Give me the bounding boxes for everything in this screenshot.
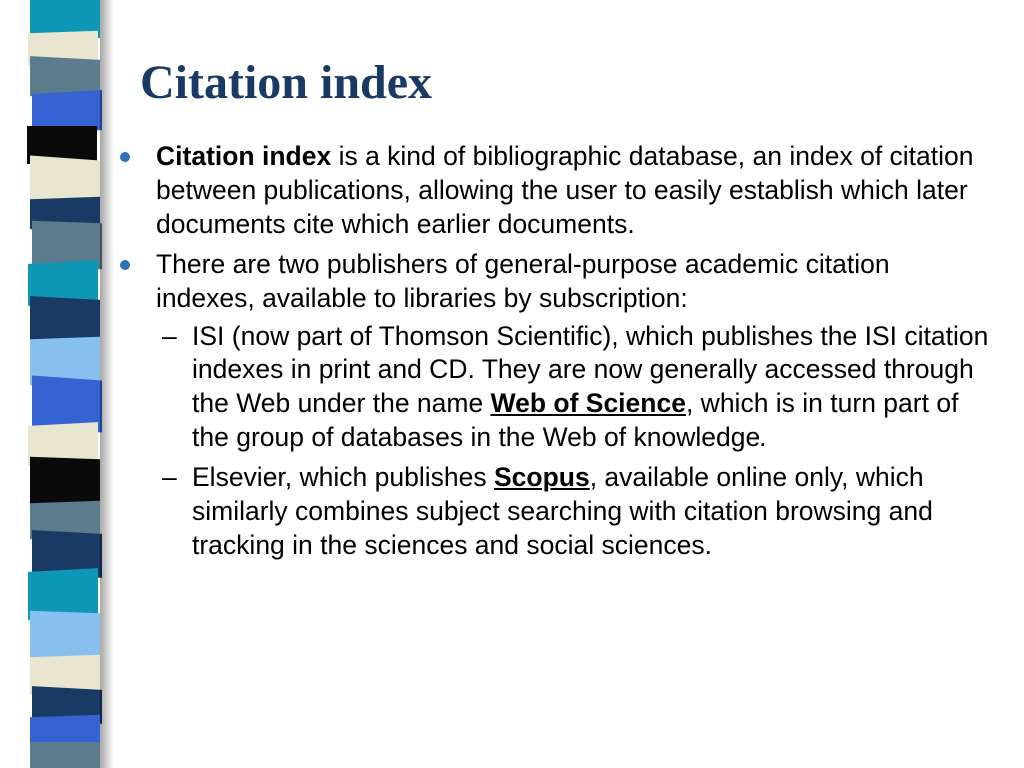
sub-2-pre: Elsevier, which publishes bbox=[192, 462, 494, 492]
sub-1-bold: Web of Science bbox=[491, 388, 686, 418]
bullet-item-2: There are two publishers of general-purp… bbox=[120, 248, 994, 563]
sub-list: ISI (now part of Thomson Scientific), wh… bbox=[156, 320, 994, 563]
decorative-stripe bbox=[30, 0, 100, 768]
sub-1-period: . bbox=[760, 422, 767, 452]
slide: Citation index Citation index is a kind … bbox=[0, 0, 1024, 768]
slide-content: Citation index Citation index is a kind … bbox=[120, 55, 994, 569]
bullet-1-bold: Citation index bbox=[156, 141, 331, 171]
sub-2-bold: Scopus bbox=[494, 462, 590, 492]
sub-item-1: ISI (now part of Thomson Scientific), wh… bbox=[156, 320, 994, 456]
bullet-2-text: There are two publishers of general-purp… bbox=[156, 249, 890, 313]
stripe-shadow bbox=[100, 0, 114, 768]
bullet-item-1: Citation index is a kind of bibliographi… bbox=[120, 140, 994, 242]
bullet-list: Citation index is a kind of bibliographi… bbox=[120, 140, 994, 563]
sub-item-2: Elsevier, which publishes Scopus, availa… bbox=[156, 461, 994, 563]
slide-title: Citation index bbox=[140, 55, 994, 110]
